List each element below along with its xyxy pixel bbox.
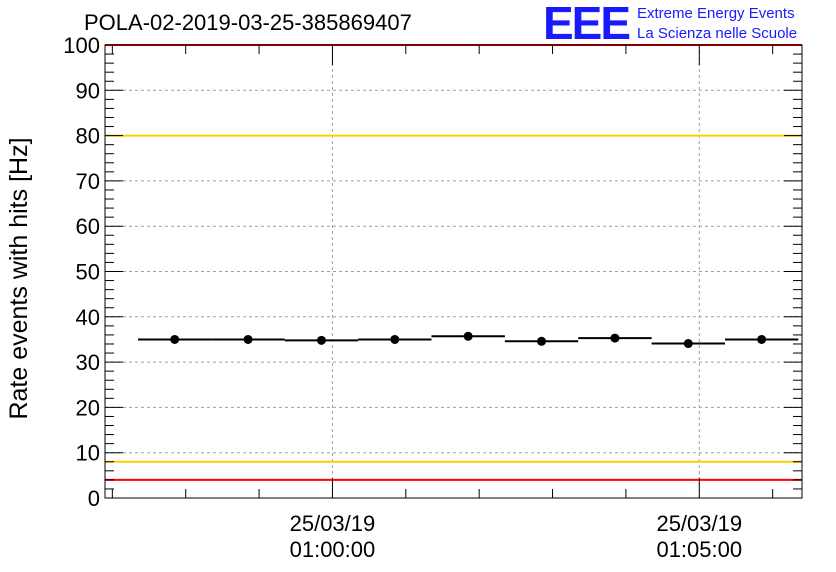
data-point	[316, 335, 326, 345]
x-tick-label-date: 25/03/19	[290, 511, 376, 536]
y-tick-label: 40	[76, 305, 100, 330]
data-point	[390, 334, 400, 344]
data-point	[683, 339, 693, 349]
data-point	[537, 336, 547, 346]
x-tick-label-date: 25/03/19	[656, 511, 742, 536]
y-tick-label: 80	[76, 124, 100, 149]
data-point	[170, 334, 180, 344]
y-tick-label: 10	[76, 441, 100, 466]
y-tick-label: 90	[76, 78, 100, 103]
x-tick-label-time: 01:00:00	[290, 537, 376, 562]
data-point	[243, 334, 253, 344]
y-tick-label: 100	[63, 33, 100, 58]
y-tick-label: 20	[76, 395, 100, 420]
y-tick-label: 70	[76, 169, 100, 194]
x-tick-label-time: 01:05:00	[656, 537, 742, 562]
eee-logo: EEE	[543, 0, 631, 49]
logo-line-1: Extreme Energy Events	[637, 5, 795, 22]
logo-line-2: La Scienza nelle Scuole	[637, 25, 798, 42]
y-tick-label: 60	[76, 214, 100, 239]
y-tick-label: 0	[88, 486, 100, 511]
y-tick-label: 30	[76, 350, 100, 375]
y-axis-label: Rate events with hits [Hz]	[5, 137, 33, 419]
eee-logo-text: Extreme Energy Events La Scienza nelle S…	[637, 4, 797, 44]
y-tick-label: 50	[76, 260, 100, 285]
chart-title: POLA-02-2019-03-25-385869407	[84, 10, 412, 35]
data-point	[757, 334, 767, 344]
data-point	[610, 333, 620, 343]
data-point	[463, 331, 473, 341]
